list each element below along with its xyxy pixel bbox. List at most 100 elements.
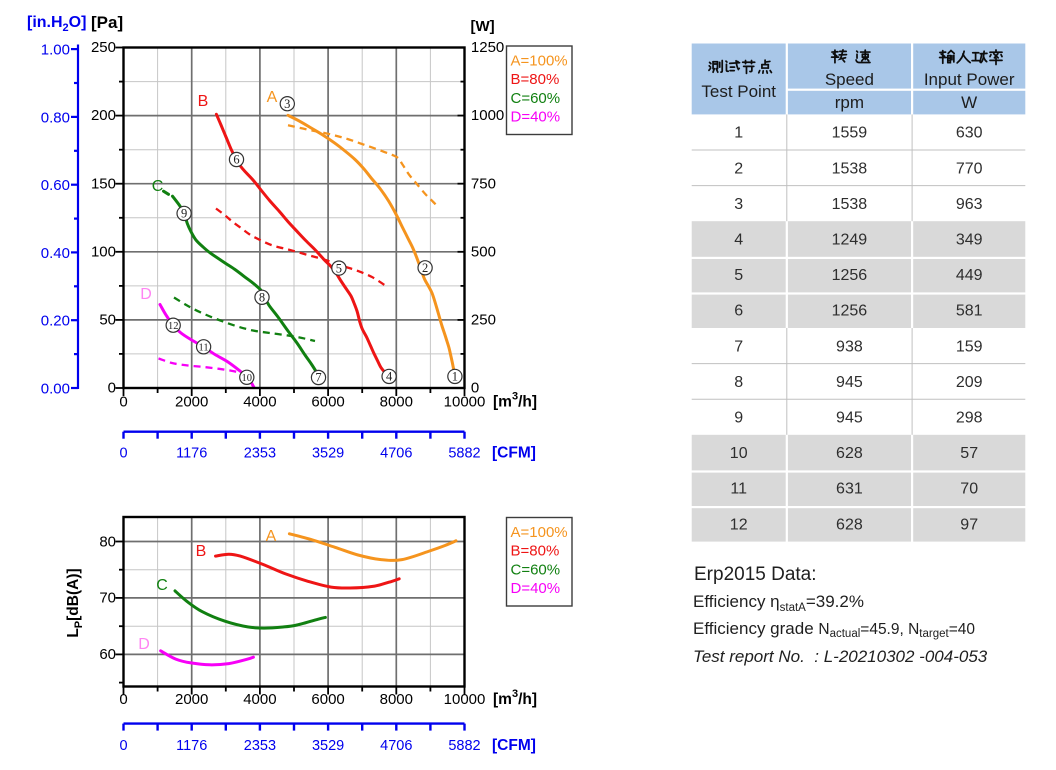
svg-text:209: 209 (956, 374, 983, 391)
svg-text:2: 2 (734, 160, 743, 177)
svg-text:0: 0 (119, 691, 127, 708)
svg-text:C: C (152, 178, 164, 195)
svg-text:631: 631 (836, 481, 863, 498)
svg-text:1256: 1256 (832, 303, 868, 320)
svg-text:100: 100 (91, 243, 116, 260)
svg-text:4: 4 (734, 232, 743, 249)
svg-text:10: 10 (242, 373, 253, 384)
svg-text:200: 200 (91, 107, 116, 124)
svg-text:12: 12 (168, 321, 179, 332)
svg-text:4706: 4706 (380, 738, 412, 754)
svg-text:[CFM]: [CFM] (492, 445, 536, 462)
svg-text:[W]: [W] (471, 18, 495, 35)
svg-text:963: 963 (956, 196, 983, 213)
svg-text:70: 70 (960, 481, 978, 498)
svg-text:A=100%: A=100% (511, 53, 568, 70)
svg-text:5882: 5882 (448, 738, 480, 754)
svg-text:4: 4 (386, 370, 393, 384)
svg-text:8: 8 (734, 374, 743, 391)
svg-text:60: 60 (99, 646, 116, 663)
svg-text:7: 7 (734, 338, 743, 355)
svg-text:500: 500 (471, 243, 496, 260)
svg-text:0.20: 0.20 (41, 313, 70, 330)
svg-text:rpm: rpm (835, 93, 864, 112)
svg-text:C=60%: C=60% (511, 90, 561, 107)
svg-text:D: D (138, 636, 150, 653)
svg-text:C: C (156, 577, 168, 594)
svg-text:5: 5 (734, 267, 743, 284)
svg-text:6000: 6000 (311, 691, 344, 708)
svg-text:Efficiency grade Nactual=45.9,: Efficiency grade Nactual=45.9, Ntarget=4… (693, 619, 975, 640)
svg-text:2000: 2000 (175, 394, 208, 411)
svg-text:1249: 1249 (832, 232, 868, 249)
svg-text:4000: 4000 (243, 394, 276, 411)
svg-text:12: 12 (730, 516, 748, 533)
svg-text:2353: 2353 (244, 738, 276, 754)
svg-text:938: 938 (836, 338, 863, 355)
svg-text:349: 349 (956, 232, 983, 249)
svg-text:B=80%: B=80% (511, 71, 560, 88)
svg-text:4706: 4706 (380, 446, 412, 462)
svg-text:Test report No. : L-20210302: Test report No. : L-20210302 -004-053 (693, 647, 988, 666)
svg-text:9: 9 (734, 410, 743, 427)
svg-text:A=100%: A=100% (511, 524, 568, 541)
svg-text:5882: 5882 (448, 446, 480, 462)
svg-text:[Pa]: [Pa] (91, 13, 123, 32)
svg-text:7: 7 (315, 371, 321, 385)
svg-text:0.80: 0.80 (41, 109, 70, 126)
svg-text:1176: 1176 (176, 446, 207, 462)
svg-text:10000: 10000 (444, 394, 486, 411)
svg-text:0: 0 (119, 738, 127, 754)
svg-text:C=60%: C=60% (511, 561, 561, 578)
svg-text:D: D (140, 286, 152, 303)
svg-text:1559: 1559 (832, 125, 868, 142)
svg-text:159: 159 (956, 338, 983, 355)
svg-text:2353: 2353 (244, 446, 276, 462)
svg-text:Efficiency ηstatA=39.2%: Efficiency ηstatA=39.2% (693, 592, 864, 614)
svg-text:Test Point: Test Point (701, 82, 776, 101)
svg-text:1176: 1176 (176, 738, 207, 754)
svg-text:B=80%: B=80% (511, 543, 560, 560)
svg-text:D=40%: D=40% (511, 580, 561, 597)
svg-text:A: A (267, 89, 278, 106)
svg-text:8000: 8000 (380, 691, 413, 708)
svg-text:B: B (198, 93, 209, 110)
svg-text:B: B (196, 543, 207, 560)
svg-text:750: 750 (471, 175, 496, 192)
svg-text:1538: 1538 (832, 196, 868, 213)
svg-text:[CFM]: [CFM] (492, 737, 536, 754)
svg-text:1: 1 (452, 370, 458, 384)
svg-text:10: 10 (730, 445, 748, 462)
svg-text:0: 0 (119, 394, 127, 411)
svg-text:0: 0 (108, 380, 116, 397)
svg-text:5: 5 (336, 261, 342, 275)
svg-text:2: 2 (422, 261, 428, 275)
svg-text:0.00: 0.00 (41, 380, 70, 397)
svg-text:0: 0 (471, 380, 479, 397)
svg-text:9: 9 (181, 207, 187, 221)
svg-text:Input Power: Input Power (924, 70, 1015, 89)
svg-text:[in.H2O]: [in.H2O] (27, 14, 86, 34)
svg-text:97: 97 (960, 516, 978, 533)
svg-text:1: 1 (734, 125, 743, 142)
svg-text:770: 770 (956, 160, 983, 177)
svg-text:1538: 1538 (832, 160, 868, 177)
svg-text:W: W (961, 93, 977, 112)
svg-text:11: 11 (199, 342, 209, 353)
svg-text:A: A (266, 528, 277, 545)
svg-text:0.40: 0.40 (41, 245, 70, 262)
svg-text:3529: 3529 (312, 738, 344, 754)
svg-text:6000: 6000 (311, 394, 344, 411)
svg-text:[m3/h]: [m3/h] (493, 391, 537, 411)
svg-text:0: 0 (119, 446, 127, 462)
svg-text:628: 628 (836, 445, 863, 462)
svg-text:70: 70 (99, 590, 116, 607)
svg-text:8000: 8000 (380, 394, 413, 411)
svg-text:50: 50 (99, 312, 116, 329)
svg-text:1250: 1250 (471, 39, 504, 56)
svg-text:581: 581 (956, 303, 983, 320)
svg-text:1.00: 1.00 (41, 42, 70, 59)
svg-text:2000: 2000 (175, 691, 208, 708)
svg-text:57: 57 (960, 445, 978, 462)
svg-text:945: 945 (836, 410, 863, 427)
